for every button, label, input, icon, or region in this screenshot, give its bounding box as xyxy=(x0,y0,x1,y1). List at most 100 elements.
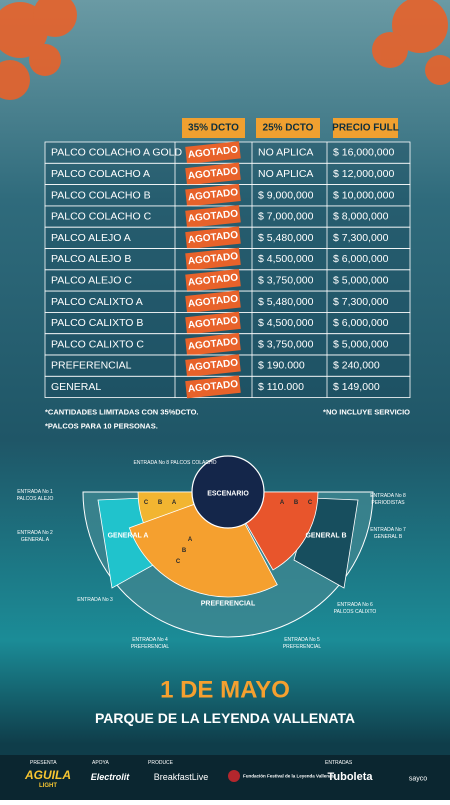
sponsor-role: PRESENTA xyxy=(30,760,57,766)
header-box xyxy=(333,118,398,138)
cell-text: PALCO ALEJO C xyxy=(51,274,132,286)
palco-letter: C xyxy=(308,500,313,506)
palco-letter: B xyxy=(294,500,299,506)
cell-text: PALCO COLACHO B xyxy=(51,189,151,201)
entrance-label: ENTRADA No 3 xyxy=(77,597,113,603)
sold-out-stamp: AGOTADO xyxy=(185,269,241,292)
entrance-label: PALCOS CALIXTO xyxy=(334,609,377,615)
stamp-text: AGOTADO xyxy=(187,145,238,161)
cell-text: $ 7,300,000 xyxy=(333,232,389,244)
stamp-box xyxy=(185,332,241,356)
column-header: 35% DCTO xyxy=(188,123,239,134)
cell-text: PALCO ALEJO B xyxy=(51,253,131,265)
stamp-box xyxy=(185,290,241,314)
logo: LIGHT xyxy=(39,783,57,789)
palco-letter: A xyxy=(188,537,193,543)
entrance-label: ENTRADA No 4 xyxy=(132,637,168,643)
stamp-text: AGOTADO xyxy=(187,251,238,267)
stage xyxy=(191,455,265,529)
palco-letter: C xyxy=(176,559,181,565)
cell-text: $ 12,000,000 xyxy=(333,168,394,180)
cell-text: PALCO CALIXTO B xyxy=(51,317,143,329)
entrance-label: ENTRADA No 8 xyxy=(370,493,406,499)
stamp-box xyxy=(185,205,241,228)
cell-text: $ 4,500,000 xyxy=(258,253,314,265)
cell-text: PALCO CALIXTO C xyxy=(51,338,144,350)
stamp-box xyxy=(185,311,241,335)
stamp-box xyxy=(185,247,241,271)
stamp-text: AGOTADO xyxy=(187,379,238,395)
sold-out-stamp: AGOTADO xyxy=(185,354,241,378)
cell-text: GENERAL xyxy=(51,381,101,393)
note: *PALCOS PARA 10 PERSONAS. xyxy=(45,422,158,431)
stamp-text: AGOTADO xyxy=(187,294,238,310)
section-label: GENERAL B xyxy=(305,533,346,540)
stamp-box xyxy=(185,183,241,207)
sold-out-stamp: AGOTADO xyxy=(185,162,241,186)
sponsor-role: APOYA xyxy=(92,760,110,766)
stamp-box xyxy=(185,269,241,292)
palco-letter: B xyxy=(158,500,163,506)
cell-text: $ 8,000,000 xyxy=(333,211,389,223)
price-table: 35% DCTO 25% DCTO PRECIO FULL PALCO COLACHO… xyxy=(44,118,411,399)
cell-text: NO APLICA xyxy=(258,168,313,180)
palco-letter: C xyxy=(144,500,149,506)
stamp-box xyxy=(185,141,241,165)
header-box xyxy=(256,118,320,138)
stamp-box xyxy=(185,354,241,378)
cell-text: $ 7,300,000 xyxy=(333,296,389,308)
stamp-text: AGOTADO xyxy=(187,166,238,182)
entrance-label: ENTRADA No 5 xyxy=(284,637,320,643)
note: *CANTIDADES LIMITADAS CON 35%DCTO. xyxy=(45,408,198,417)
entrance-label: GENERAL B xyxy=(374,534,403,540)
entrance-label: ENTRADA No 6 xyxy=(337,602,373,608)
palco-letter: A xyxy=(172,500,177,506)
sold-out-stamp: AGOTADO xyxy=(185,290,241,314)
cell-text: $ 5,000,000 xyxy=(333,274,389,286)
event-venue: PARQUE DE LA LEYENDA VALLENATA xyxy=(95,710,355,726)
cell-text: $ 4,500,000 xyxy=(258,317,314,329)
stage-label: ESCENARIO xyxy=(207,491,249,498)
palco-letter: A xyxy=(280,500,285,506)
cell-text: NO APLICA xyxy=(258,147,313,159)
column-header: PRECIO FULL xyxy=(332,123,399,134)
cell-text: $ 6,000,000 xyxy=(333,253,389,265)
sold-out-stamp: AGOTADO xyxy=(185,332,241,356)
cell-text: $ 10,000,000 xyxy=(333,189,394,201)
logo: sayco xyxy=(409,776,427,783)
logo: Tuboleta xyxy=(327,771,373,783)
logo: BreakfastLive xyxy=(154,772,209,782)
entrance-label: PALCOS ALEJO xyxy=(17,496,54,502)
sold-out-stamp: AGOTADO xyxy=(185,226,241,250)
stamp-text: AGOTADO xyxy=(187,272,238,288)
header-box xyxy=(182,118,245,138)
sold-out-stamp: AGOTADO xyxy=(185,247,241,271)
sold-out-stamp: AGOTADO xyxy=(185,183,241,207)
column-header: 25% DCTO xyxy=(263,123,314,134)
stamp-text: AGOTADO xyxy=(187,336,238,352)
cell-text: $ 5,000,000 xyxy=(333,338,389,350)
cell-text: PALCO COLACHO A GOLD xyxy=(51,147,183,159)
sponsor-role: PRODUCE xyxy=(148,760,174,766)
sponsor-role: ENTRADAS xyxy=(325,760,353,766)
stamp-text: AGOTADO xyxy=(187,230,238,246)
cell-text: $ 6,000,000 xyxy=(333,317,389,329)
logo: Fundación Festival de la Leyenda Vallena… xyxy=(243,774,336,779)
stamp-text: AGOTADO xyxy=(187,208,238,224)
cell-text: $ 5,480,000 xyxy=(258,232,314,244)
cell-text: $ 9,000,000 xyxy=(258,189,314,201)
cell-text: PALCO CALIXTO A xyxy=(51,296,143,308)
cell-text: $ 5,480,000 xyxy=(258,296,314,308)
section-label: PREFERENCIAL xyxy=(201,601,256,608)
logo: Electrolit xyxy=(91,772,131,782)
stamp-box xyxy=(185,162,241,186)
logo-icon xyxy=(228,770,240,782)
cell-text: $ 3,750,000 xyxy=(258,274,314,286)
event-date: 1 DE MAYO xyxy=(160,677,290,704)
entrance-label: ENTRADA No 2 xyxy=(17,530,53,536)
section-label: GENERAL A xyxy=(108,533,149,540)
cell-text: $ 149,000 xyxy=(333,381,380,393)
stamp-box xyxy=(185,226,241,250)
entrance-label: ENTRADA No 7 xyxy=(370,527,406,533)
stamp-text: AGOTADO xyxy=(187,187,238,203)
